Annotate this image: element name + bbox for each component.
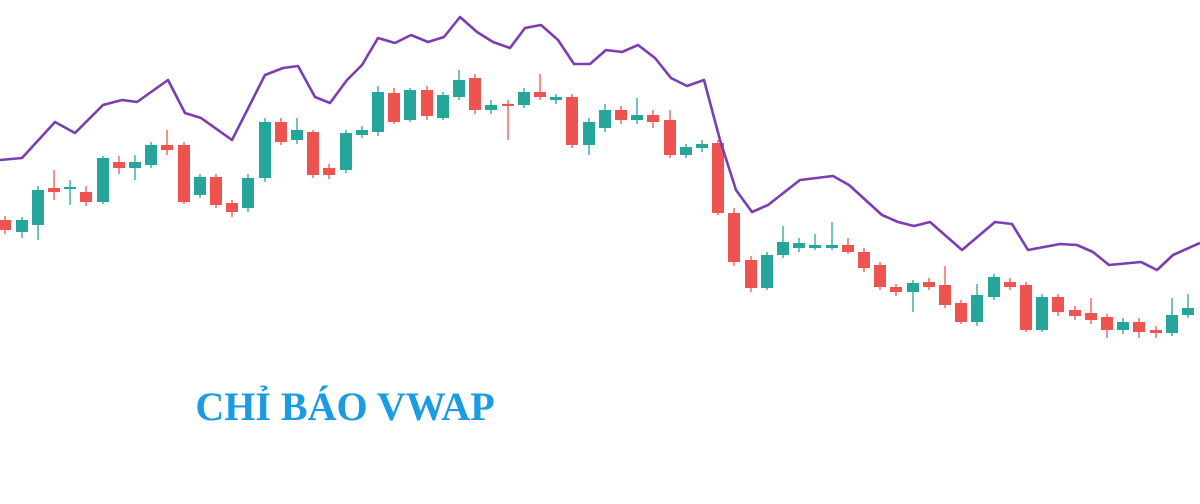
candle-body xyxy=(80,192,92,202)
candle-body xyxy=(518,92,530,105)
plot-area xyxy=(0,15,1200,338)
candle-body xyxy=(242,178,254,208)
candle-body xyxy=(534,92,546,97)
candle-body xyxy=(210,177,222,205)
candle-body xyxy=(1166,315,1178,333)
candle-body xyxy=(1182,308,1194,315)
candle-body xyxy=(550,97,562,100)
candle-body xyxy=(356,130,368,135)
candle-body xyxy=(777,242,789,255)
candle-body xyxy=(647,115,659,122)
title-panel xyxy=(0,362,915,504)
candle-body xyxy=(615,110,627,120)
candle-body xyxy=(842,245,854,252)
candle-body xyxy=(291,130,303,140)
vwap-line xyxy=(0,15,1200,272)
candle-body xyxy=(939,285,951,305)
candle-body xyxy=(1004,282,1016,287)
candle-body xyxy=(1052,297,1064,312)
candle-body xyxy=(890,287,902,292)
candle-body xyxy=(502,104,514,106)
candle-body xyxy=(307,132,319,175)
candle-body xyxy=(761,255,773,288)
candle-body xyxy=(631,115,643,120)
candle-body xyxy=(194,177,206,195)
candle-body xyxy=(421,90,433,116)
candle-body xyxy=(712,143,724,213)
candle-body xyxy=(32,190,44,225)
candle-body xyxy=(1133,322,1145,332)
candle-body xyxy=(161,145,173,150)
candle-body xyxy=(259,122,271,178)
candle-body xyxy=(178,145,190,202)
candle-body xyxy=(340,133,352,170)
candle-body xyxy=(226,203,238,212)
candle-body xyxy=(129,162,141,168)
candle-body xyxy=(1069,310,1081,316)
candle-body xyxy=(988,277,1000,297)
candle-body xyxy=(388,93,400,122)
candle-body xyxy=(923,282,935,287)
candle-body xyxy=(97,158,109,202)
candle-body xyxy=(275,122,287,142)
candle-body xyxy=(680,147,692,155)
candle-body xyxy=(826,245,838,248)
candle-body xyxy=(955,303,967,322)
candle-body xyxy=(809,245,821,248)
candle-body xyxy=(404,90,416,120)
candle-body xyxy=(858,252,870,268)
candle-body xyxy=(728,213,740,262)
candle-body xyxy=(453,80,465,97)
candle-body xyxy=(469,78,481,110)
candle-body xyxy=(1117,322,1129,330)
candle-body xyxy=(583,122,595,145)
candle-body xyxy=(485,105,497,110)
candle-body xyxy=(372,92,384,132)
candle-body xyxy=(64,187,76,189)
candle-body xyxy=(745,260,757,288)
candle-body xyxy=(566,97,578,145)
candle-body xyxy=(1036,297,1048,330)
candle-body xyxy=(1101,317,1113,330)
candle-body xyxy=(599,110,611,128)
candle-body xyxy=(145,145,157,165)
candle-body xyxy=(696,144,708,148)
candle-body xyxy=(664,120,676,155)
candle-body xyxy=(1020,285,1032,330)
candle-body xyxy=(874,265,886,287)
chart-title: CHỈ BÁO VWAP xyxy=(195,384,494,429)
candle-body xyxy=(323,168,335,175)
candle-body xyxy=(16,220,28,232)
candle-body xyxy=(971,295,983,322)
candle-body xyxy=(793,243,805,248)
candle-body xyxy=(0,220,11,230)
candle-body xyxy=(113,162,125,168)
candle-body xyxy=(48,188,60,192)
candle-body xyxy=(1150,330,1162,333)
candle-body xyxy=(1085,313,1097,320)
candle-body xyxy=(907,283,919,292)
candle-body xyxy=(437,95,449,118)
